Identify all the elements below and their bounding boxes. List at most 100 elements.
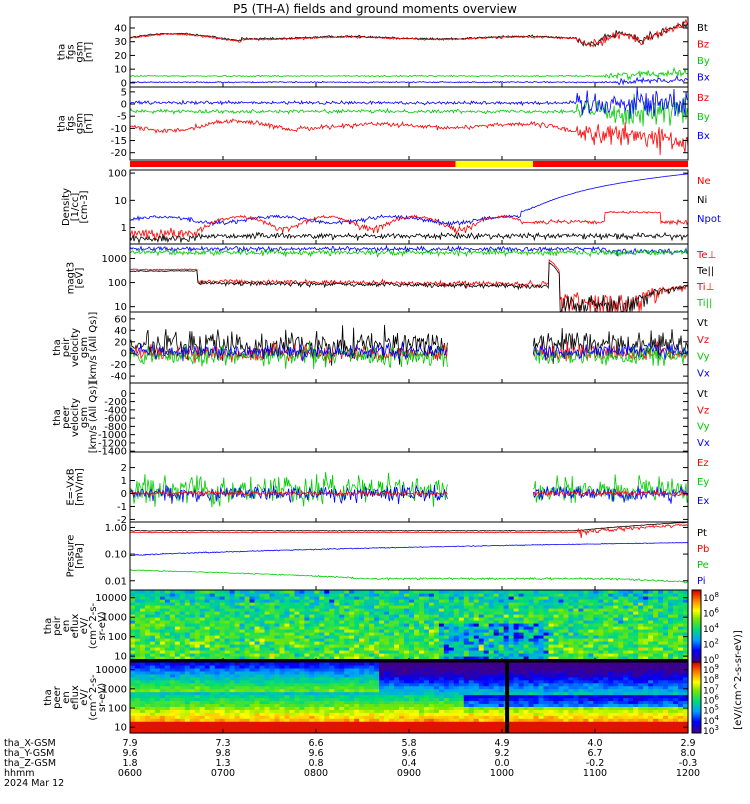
- series-line: [130, 570, 688, 583]
- y-tick-label: 20: [114, 51, 127, 62]
- series-line: [130, 263, 688, 312]
- heatmap-cell: [374, 590, 380, 594]
- heatmap-cell: [359, 590, 365, 594]
- heatmap-cell: [245, 590, 251, 594]
- heatmap-cell: [299, 662, 305, 666]
- y-tick-label: 10: [114, 302, 127, 313]
- heatmap-cell: [514, 590, 520, 594]
- heatmap-cell: [364, 662, 370, 666]
- heatmap-cell: [374, 662, 380, 666]
- heatmap-cell: [274, 662, 280, 666]
- heatmap-cell: [618, 590, 624, 594]
- heatmap-cell: [638, 590, 644, 594]
- mode-segment: [533, 161, 688, 167]
- legend-entry: Ti||: [696, 298, 712, 309]
- heatmap-cell: [314, 662, 320, 666]
- series-line: [130, 68, 688, 79]
- heatmap-cell: [578, 590, 584, 594]
- heatmap-cell: [534, 590, 540, 594]
- heatmap-cell: [284, 590, 290, 594]
- heatmap-cell: [549, 590, 555, 594]
- series-line: [130, 20, 688, 47]
- heatmap-cell: [155, 590, 161, 594]
- heatmap-cell: [653, 590, 659, 594]
- y-tick-label: 100: [108, 278, 127, 289]
- legend-entry: Bx: [697, 73, 710, 84]
- y-tick-label: 40: [114, 23, 127, 34]
- heatmap-cell: [225, 590, 231, 594]
- y-tick-label: 60: [114, 314, 127, 325]
- heatmap-cell: [449, 662, 455, 666]
- heatmap-cell: [135, 590, 141, 594]
- heatmap-cell: [175, 662, 181, 666]
- legend-entry: Pe: [697, 560, 709, 571]
- legend-entry: Ez: [697, 458, 709, 469]
- heatmap-cell: [220, 590, 226, 594]
- heatmap-cell: [404, 662, 410, 666]
- legend-entry: Npot: [697, 214, 721, 225]
- heatmap-cell: [414, 662, 420, 666]
- heatmap-cell: [608, 590, 614, 594]
- y-tick-label: 100: [108, 632, 127, 643]
- y-axis-label: thafgsgsm[nT]: [57, 41, 95, 62]
- legend-entry: Te||: [696, 266, 714, 277]
- y-tick-label: 0.10: [105, 550, 127, 561]
- heatmap-cell: [459, 662, 465, 666]
- panel-peer-spectrogram: 10100100010000thapeerenefluxeV/(cm^2-s-s…: [43, 662, 689, 734]
- mode-segment: [130, 161, 456, 167]
- legend-entry: By: [697, 112, 710, 123]
- series-line: [130, 325, 688, 366]
- series-line: [130, 543, 688, 556]
- y-tick-label: 10000: [95, 593, 127, 604]
- heatmap-cell: [534, 662, 540, 666]
- legend-entry: Te⊥: [696, 250, 716, 261]
- heatmap-cell: [519, 590, 525, 594]
- heatmap-cell: [628, 590, 634, 594]
- heatmap-cell: [444, 590, 450, 594]
- heatmap-cell: [205, 590, 211, 594]
- heatmap-cell: [130, 662, 136, 666]
- heatmap-cell: [255, 590, 261, 594]
- heatmap-cell: [494, 662, 500, 666]
- legend-entry: Ey: [697, 477, 709, 488]
- y-axis-label: thapeirenefluxeV/(cm^2-s-sr-eV): [43, 602, 108, 649]
- heatmap-cell: [469, 662, 475, 666]
- heatmap-cell: [424, 590, 430, 594]
- heatmap-cell: [245, 662, 251, 666]
- heatmap-cell: [324, 662, 330, 666]
- y-tick-label: -5: [117, 112, 127, 123]
- heatmap-cell: [190, 662, 196, 666]
- y-axis-label: E=-VxB[mV/m]: [66, 468, 86, 506]
- heatmap-cell: [668, 590, 674, 594]
- heatmap-cell: [558, 590, 564, 594]
- heatmap-cell: [658, 590, 664, 594]
- heatmap-cell: [598, 590, 604, 594]
- legend-entry: Ne: [697, 176, 711, 187]
- heatmap-cell: [185, 590, 191, 594]
- heatmap-cell: [230, 590, 236, 594]
- legend-entry: Ni: [697, 195, 707, 206]
- heatmap-cell: [509, 590, 515, 594]
- y-tick-label: -40: [111, 372, 127, 383]
- y-tick-label: 1000: [102, 254, 127, 265]
- heatmap-cell: [643, 590, 649, 594]
- legend-entry: Vz: [697, 405, 709, 416]
- heatmap-cell: [170, 662, 176, 666]
- legend-entry: Vt: [697, 389, 708, 400]
- heatmap-cell: [563, 590, 569, 594]
- y-axis-label: magt3[eV]: [66, 262, 86, 295]
- legend-entry: Vt: [697, 318, 708, 329]
- heatmap-cell: [434, 662, 440, 666]
- heatmap-cell: [474, 590, 480, 594]
- y-tick-label: -20: [111, 360, 127, 371]
- heatmap-cell: [484, 590, 490, 594]
- heatmap-cell: [494, 590, 500, 594]
- heatmap-cell: [434, 590, 440, 594]
- heatmap-cell: [155, 662, 161, 666]
- heatmap-cell: [389, 590, 395, 594]
- heatmap-cell: [334, 662, 340, 666]
